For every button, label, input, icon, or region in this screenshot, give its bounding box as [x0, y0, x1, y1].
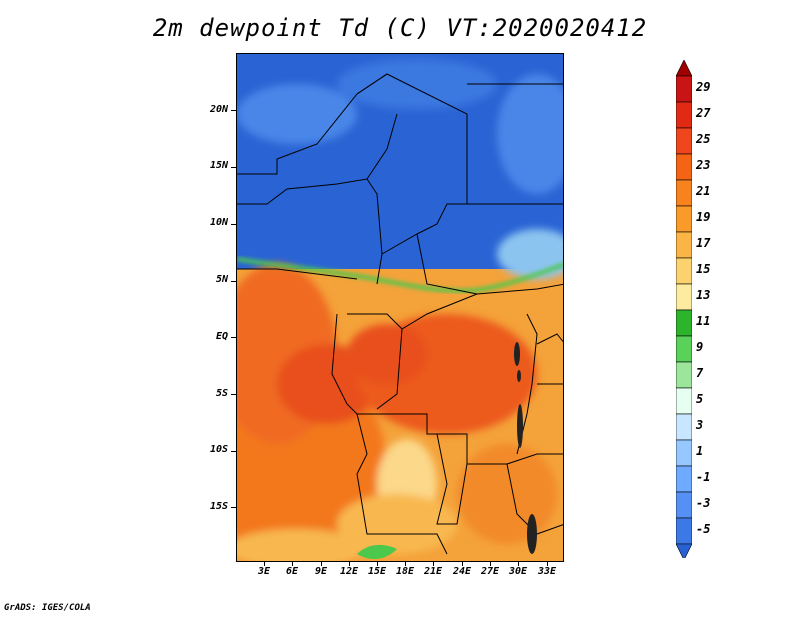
colorbar-segment — [676, 101, 692, 129]
x-label-6e: 6E — [285, 566, 299, 577]
colorbar-segment — [676, 205, 692, 233]
colorbar-label-11: 11 — [696, 314, 711, 328]
y-label-15s: 15S — [209, 501, 228, 512]
colorbar-segment — [676, 491, 692, 519]
x-label-15e: 15E — [367, 566, 387, 577]
colorbar-label-25: 25 — [696, 132, 711, 146]
colorbar-segment — [676, 361, 692, 389]
colorbar-segment — [676, 465, 692, 493]
colorbar-label-3: 3 — [696, 418, 704, 432]
x-label-12e: 12E — [339, 566, 359, 577]
colorbar-label-neg5: -5 — [696, 522, 711, 536]
y-label-15n: 15N — [209, 160, 228, 171]
colorbar — [676, 60, 692, 558]
colorbar-segment — [676, 179, 692, 207]
x-label-18e: 18E — [395, 566, 415, 577]
colorbar-label-21: 21 — [696, 184, 711, 198]
dewpoint-map — [236, 53, 564, 562]
x-tick — [462, 562, 463, 566]
x-label-9e: 9E — [314, 566, 328, 577]
colorbar-label-9: 9 — [696, 340, 704, 354]
x-tick — [547, 562, 548, 566]
colorbar-label-29: 29 — [696, 80, 711, 94]
y-label-eq: EQ — [215, 331, 228, 342]
y-label-5s: 5S — [215, 388, 228, 399]
colorbar-segment — [676, 257, 692, 285]
x-label-24e: 24E — [452, 566, 472, 577]
x-label-21e: 21E — [423, 566, 443, 577]
grads-credit: GrADS: IGES/COLA — [4, 603, 91, 613]
y-tick — [231, 337, 236, 338]
colorbar-label-17: 17 — [696, 236, 711, 250]
y-label-5n: 5N — [215, 274, 228, 285]
colorbar-label-7: 7 — [696, 366, 704, 380]
colorbar-segment — [676, 387, 692, 415]
x-tick — [264, 562, 265, 566]
map-canvas — [237, 54, 563, 561]
colorbar-label-19: 19 — [696, 210, 711, 224]
colorbar-segment — [676, 153, 692, 181]
colorbar-top-arrow — [676, 60, 692, 77]
colorbar-label-1: 1 — [696, 444, 704, 458]
colorbar-label-23: 23 — [696, 158, 711, 172]
x-tick — [490, 562, 491, 566]
colorbar-label-5: 5 — [696, 392, 704, 406]
y-label-10n: 10N — [209, 217, 228, 228]
x-label-33e: 33E — [537, 566, 557, 577]
colorbar-label-neg3: -3 — [696, 496, 711, 510]
colorbar-segment — [676, 127, 692, 155]
colorbar-segment — [676, 309, 692, 337]
colorbar-label-neg1: -1 — [696, 470, 711, 484]
colorbar-label-15: 15 — [696, 262, 711, 276]
y-tick — [231, 110, 236, 111]
y-tick — [231, 507, 236, 508]
colorbar-label-13: 13 — [696, 288, 711, 302]
x-tick — [377, 562, 378, 566]
x-tick — [349, 562, 350, 566]
y-tick — [231, 281, 236, 282]
x-tick — [405, 562, 406, 566]
y-tick — [231, 224, 236, 225]
x-tick — [292, 562, 293, 566]
colorbar-segment — [676, 283, 692, 311]
y-label-10s: 10S — [209, 444, 228, 455]
colorbar-bottom-arrow — [676, 543, 692, 558]
colorbar-segment — [676, 75, 692, 103]
x-label-3e: 3E — [257, 566, 271, 577]
y-tick — [231, 394, 236, 395]
x-label-27e: 27E — [480, 566, 500, 577]
y-tick — [231, 167, 236, 168]
colorbar-segment — [676, 413, 692, 441]
y-label-20n: 20N — [209, 104, 228, 115]
map-title: 2m dewpoint Td (C) VT:2020020412 — [152, 14, 648, 42]
colorbar-segment — [676, 335, 692, 363]
x-tick — [433, 562, 434, 566]
x-label-30e: 30E — [508, 566, 528, 577]
x-tick — [518, 562, 519, 566]
y-tick — [231, 451, 236, 452]
colorbar-segment — [676, 439, 692, 467]
colorbar-label-27: 27 — [696, 106, 711, 120]
colorbar-segment — [676, 517, 692, 545]
colorbar-segment — [676, 231, 692, 259]
x-tick — [321, 562, 322, 566]
